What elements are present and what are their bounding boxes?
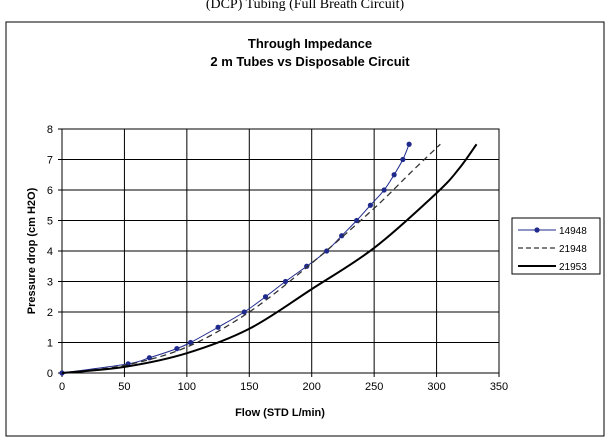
data-point-14948 — [400, 156, 406, 163]
x-tick-label: 100 — [178, 381, 196, 393]
y-tick-label: 2 — [47, 307, 53, 319]
series-line-21948 — [61, 143, 441, 374]
data-point-14948 — [304, 263, 310, 269]
data-point-14948 — [282, 278, 289, 285]
legend-box — [511, 217, 601, 275]
data-point-14948 — [188, 339, 194, 346]
data-point-14948 — [339, 233, 345, 239]
y-tick-label: 5 — [47, 216, 53, 228]
y-tick-label: 0 — [47, 368, 53, 380]
data-point-14948 — [381, 187, 387, 193]
y-axis-ticks: 0 1 2 3 4 5 6 7 8 — [47, 124, 62, 380]
data-point-14948 — [241, 309, 247, 315]
x-tick-label: 150 — [240, 381, 258, 393]
y-tick-label: 1 — [47, 338, 53, 350]
data-point-14948 — [354, 217, 360, 224]
y-tick-label: 4 — [47, 246, 53, 258]
series-line-21953 — [61, 143, 478, 374]
x-tick-label: 50 — [118, 381, 130, 393]
chart-subtitle: 2 m Tubes vs Disposable Circuit — [210, 54, 410, 69]
x-axis-label: Flow (STD L/min) — [235, 407, 325, 419]
data-point-14948 — [391, 172, 397, 178]
data-point-14948 — [174, 346, 180, 352]
x-axis-ticks: 0 50 100 150 200 250 300 350 — [59, 373, 508, 393]
legend-marker-14948 — [534, 227, 540, 233]
gridlines — [62, 129, 499, 373]
legend-label-14948: 14948 — [559, 226, 587, 237]
data-point-14948 — [367, 202, 373, 208]
data-point-14948 — [262, 294, 269, 300]
top-caption: (DCP) Tubing (Full Breath Circuit) — [206, 0, 405, 12]
data-point-14948 — [146, 355, 152, 361]
legend-label-21953: 21953 — [559, 262, 587, 273]
data-point-14948 — [215, 324, 221, 330]
legend-label-21948: 21948 — [559, 244, 587, 255]
x-tick-label: 350 — [490, 381, 508, 393]
y-tick-label: 7 — [47, 155, 53, 167]
x-tick-label: 300 — [427, 381, 445, 393]
chart-title: Through Impedance — [248, 36, 372, 51]
series-lines — [59, 141, 478, 376]
x-tick-label: 200 — [303, 381, 321, 393]
y-tick-label: 8 — [47, 124, 53, 136]
y-axis-label: Pressure drop (cm H2O) — [26, 187, 38, 314]
x-tick-label: 250 — [365, 381, 383, 393]
y-tick-label: 6 — [47, 185, 53, 197]
y-tick-label: 3 — [47, 277, 53, 289]
legend: 14948 21948 21953 — [518, 226, 587, 273]
x-tick-label: 0 — [59, 381, 65, 393]
data-point-14948 — [406, 141, 412, 147]
